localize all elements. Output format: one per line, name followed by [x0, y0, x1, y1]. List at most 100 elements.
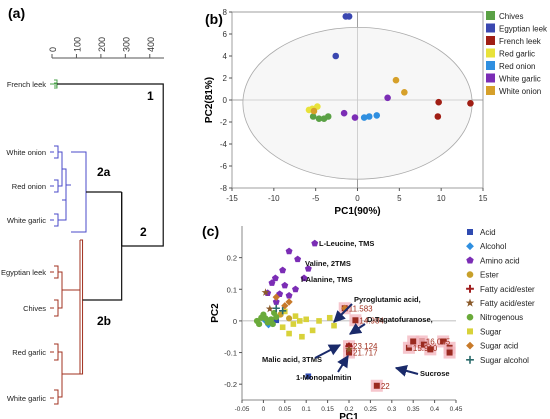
- loading-point: [279, 324, 286, 331]
- x-tick-label: 0: [355, 194, 360, 203]
- y-tick-label: 4: [223, 52, 228, 61]
- cluster-label-1: 1: [147, 89, 154, 103]
- highlight-marker: [405, 344, 412, 351]
- dendro-branch: [58, 351, 63, 398]
- loading-point: [304, 265, 312, 272]
- loading-point: [303, 316, 309, 323]
- score-point: [305, 106, 313, 114]
- dendro-branch: [54, 389, 59, 405]
- score-point: [324, 113, 332, 120]
- dendro-branch: [58, 199, 67, 221]
- loading-point: [299, 333, 305, 340]
- x-tick-label: 10: [437, 194, 446, 203]
- leaf-label: White onion: [6, 148, 46, 157]
- x-tick-label: -5: [312, 194, 320, 203]
- highlight-marker: [446, 349, 453, 356]
- leaf-label: French leek: [7, 80, 46, 89]
- legend-label: White onion: [499, 87, 541, 96]
- score-point: [309, 113, 317, 120]
- loading-point: [326, 314, 333, 321]
- score-point: [401, 89, 408, 96]
- annotation-arrow: [394, 365, 419, 377]
- x-tick-label: 0: [262, 406, 266, 413]
- loading-point: [265, 304, 274, 313]
- legend-label: Ester: [480, 271, 499, 280]
- loading-point: [279, 307, 287, 315]
- highlight-label: 16.045: [426, 337, 451, 346]
- legend-swatch: [486, 48, 495, 58]
- loading-point: [273, 317, 280, 324]
- highlight-marker: [440, 338, 447, 345]
- y-tick-label: -0.2: [224, 380, 237, 389]
- x-tick-label: 0.35: [407, 406, 420, 413]
- legend-label: Amino acid: [480, 256, 520, 265]
- annotation-arrow: [314, 344, 342, 359]
- x-tick-label: 0.15: [321, 406, 334, 413]
- y-tick-label: -8: [220, 184, 228, 193]
- loading-point: [261, 288, 270, 296]
- annotation-arrow: [349, 323, 366, 335]
- x-tick-label: -0.05: [235, 406, 250, 413]
- score-point: [332, 52, 340, 60]
- score-point: [315, 115, 323, 122]
- highlight-label: 21.717: [353, 349, 378, 358]
- y-tick-label: 0: [223, 96, 228, 105]
- leaf-label: Red garlic: [12, 348, 46, 357]
- axis-tick-label: 300: [121, 37, 131, 52]
- legend-swatch: [486, 23, 495, 33]
- dendro-branch-2b: [80, 239, 84, 375]
- x-tick-label: -10: [268, 194, 280, 203]
- legend-marker: [466, 313, 474, 321]
- loading-point: [345, 345, 353, 353]
- loading-point: [268, 316, 275, 323]
- x-tick-label: -15: [226, 194, 238, 203]
- loading-point: [285, 298, 293, 306]
- legend-marker: [466, 284, 474, 293]
- panel-a-dendrogram: (a) 0 100 200 300 400 French leek White onion Re…: [1, 5, 164, 405]
- legend-label: Acid: [480, 228, 496, 237]
- highlight-label: 11.583: [349, 304, 373, 313]
- dendro-branch-1: [57, 83, 164, 247]
- dendro-branch: [58, 271, 63, 309]
- x-tick-label: 5: [397, 194, 402, 203]
- loading-point: [268, 279, 276, 286]
- x-tick-label: 0.05: [278, 406, 291, 413]
- score-point: [340, 109, 348, 117]
- legend-marker: [466, 355, 474, 364]
- y-tick-label: 0: [233, 317, 237, 326]
- score-point: [360, 114, 368, 121]
- highlight-marker: [420, 341, 427, 348]
- legend-label: Nitrogenous: [480, 313, 523, 322]
- legend-label: Fatty acid/ester: [480, 285, 535, 294]
- loading-point: [294, 255, 302, 263]
- legend-label: Sugar: [480, 327, 502, 336]
- loading-point: [286, 315, 293, 322]
- dendro-branch: [62, 290, 81, 375]
- axis-tick-label: 400: [146, 37, 156, 52]
- score-point: [351, 114, 359, 121]
- legend-marker: [467, 328, 473, 335]
- highlight-marker: [410, 338, 417, 345]
- loading-point: [286, 330, 292, 337]
- cluster-label-2: 2: [140, 225, 147, 239]
- legend-marker: [466, 256, 474, 264]
- annotation-label: l-Alanine, TMS: [301, 275, 353, 284]
- dendro-branch: [54, 145, 59, 159]
- loading-point: [272, 298, 280, 305]
- dendro-branch: [54, 213, 59, 227]
- loading-point: [260, 311, 267, 318]
- axis-tick-label: 0: [48, 47, 58, 52]
- highlight-marker: [346, 349, 352, 356]
- leaf-label: Egyptian leek: [1, 268, 46, 277]
- dendro-branch: [58, 151, 63, 187]
- score-point: [434, 113, 442, 120]
- highlight-label: 14.984: [359, 316, 384, 325]
- loading-point: [316, 318, 322, 324]
- dendro-branch: [62, 240, 81, 291]
- score-point: [310, 107, 318, 115]
- score-point: [345, 13, 353, 20]
- annotation-arrow: [333, 303, 353, 323]
- highlight-label: 15.910: [413, 344, 438, 353]
- legend-swatch: [486, 73, 495, 83]
- panel-c-loading-plot: (c) -0.05 0 0.05 0.1 0.15 0.2 0.25 0.3 0.35 0.4 0.4…: [202, 223, 535, 419]
